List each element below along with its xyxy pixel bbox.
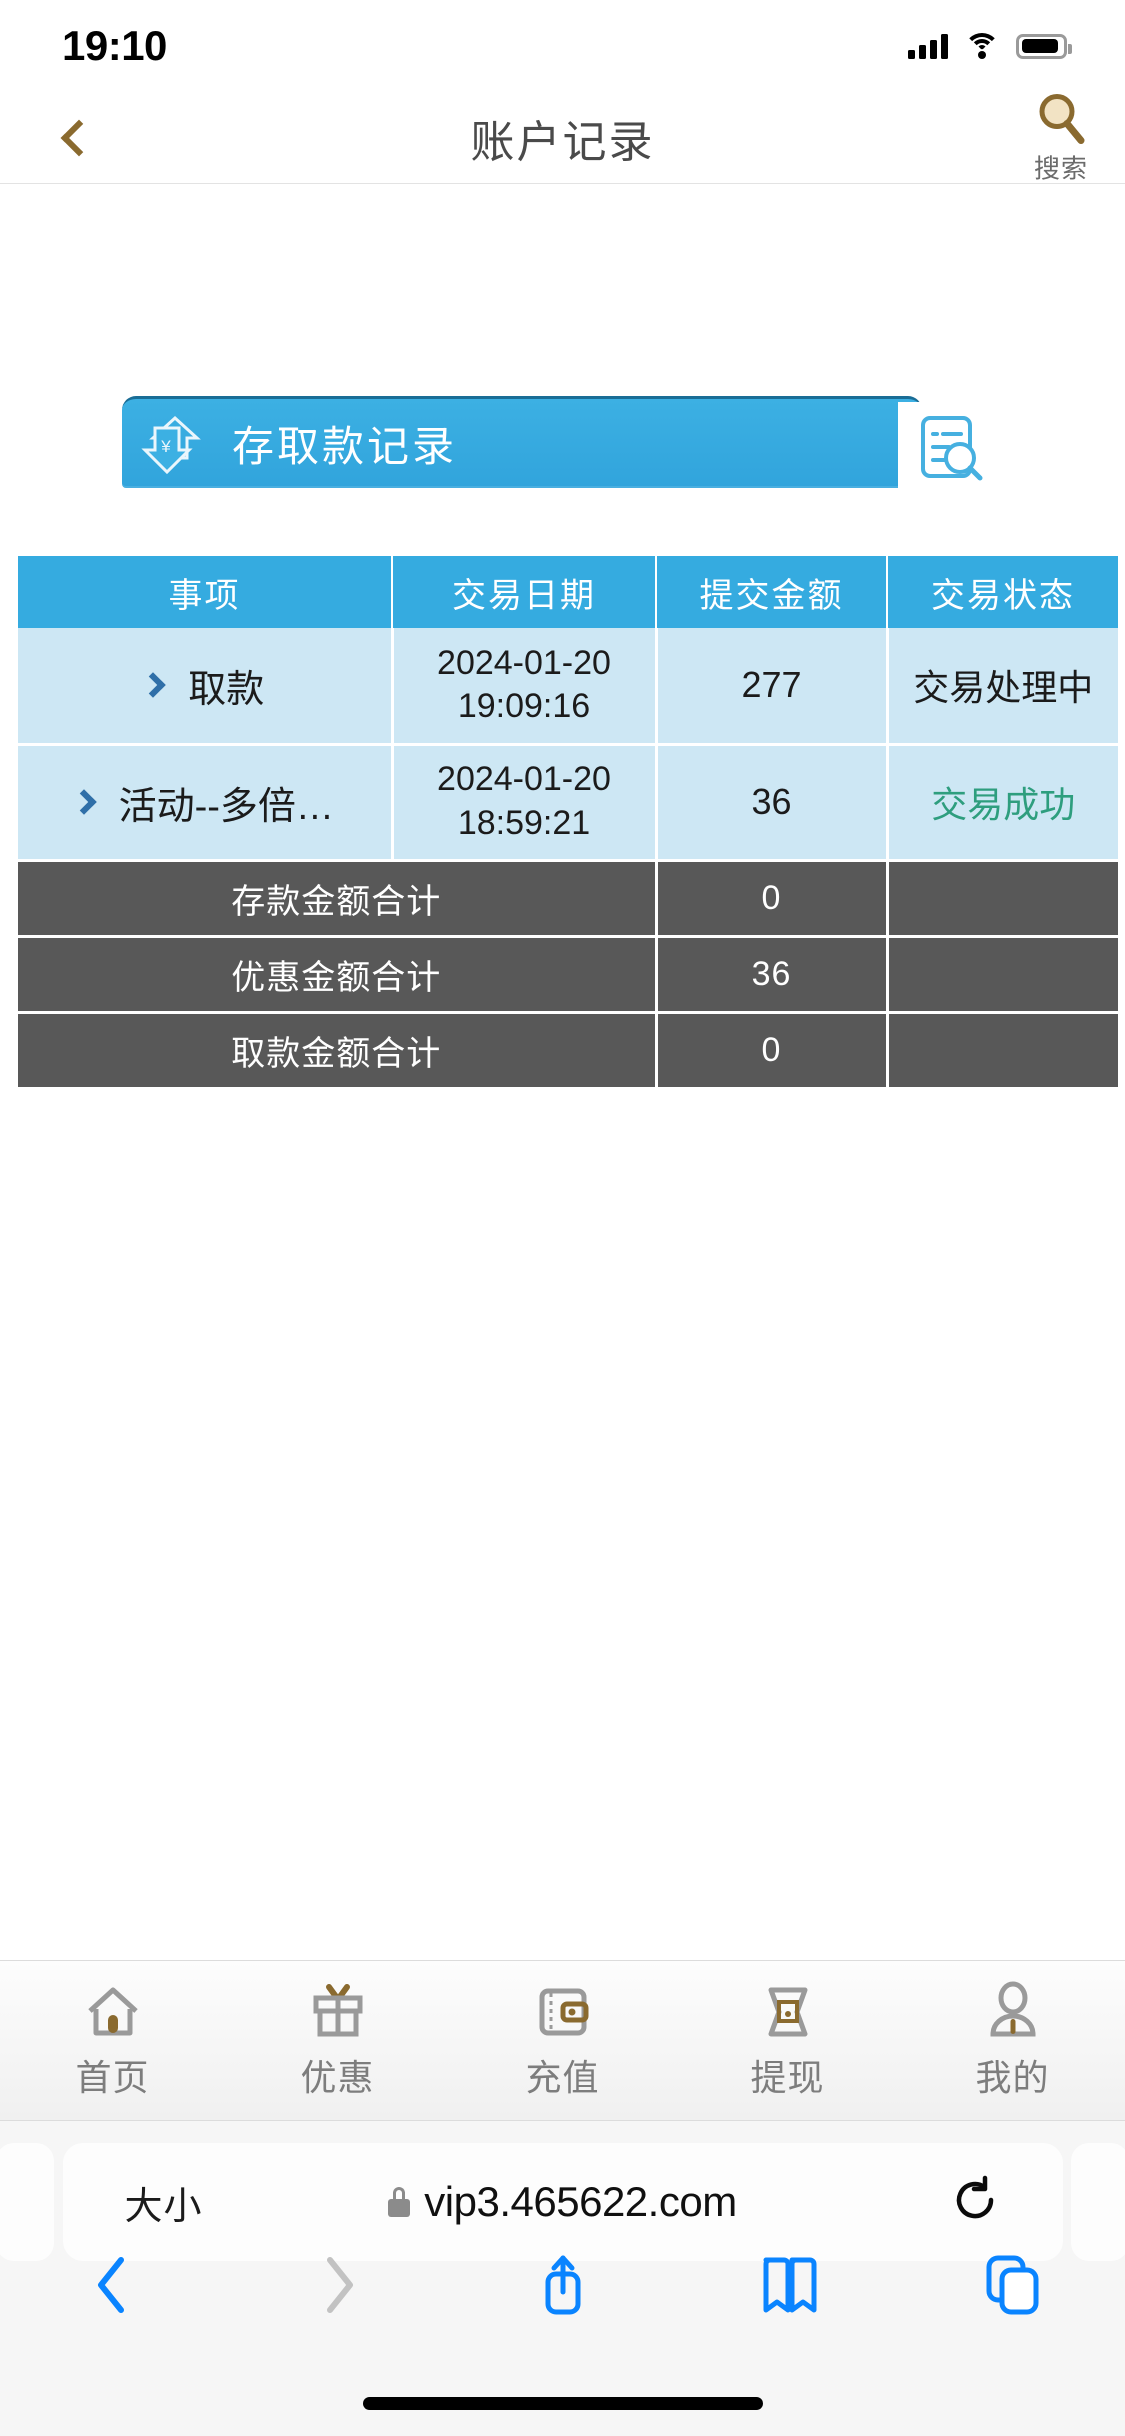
back-chevron-icon bbox=[97, 2257, 124, 2313]
share-icon bbox=[545, 2255, 580, 2315]
summary-amount: 36 bbox=[656, 936, 889, 1014]
wallet-icon bbox=[539, 1988, 588, 2035]
browser-back-button[interactable] bbox=[0, 2254, 225, 2316]
table-head: 事项 交易日期 提交金额 交易状态 bbox=[18, 556, 1118, 628]
tab-profile-label: 我的 bbox=[975, 2056, 1050, 2098]
row-amount: 36 bbox=[656, 744, 889, 862]
column-header-item: 事项 bbox=[18, 556, 393, 628]
row-date: 2024-01-20 bbox=[437, 643, 611, 682]
summary-blank bbox=[887, 860, 1118, 938]
row-date-cell: 2024-01-20 18:59:21 bbox=[392, 744, 658, 862]
row-date: 2024-01-20 bbox=[437, 760, 611, 799]
address-bar[interactable]: 大小 vip3.465622.com bbox=[62, 2143, 1063, 2261]
cellular-signal-icon bbox=[908, 33, 948, 59]
summary-row: 优惠金额合计 36 bbox=[18, 936, 1118, 1014]
summary-label: 存款金额合计 bbox=[18, 860, 658, 938]
summary-row: 存款金额合计 0 bbox=[18, 860, 1118, 938]
text-size-button[interactable]: 大小 bbox=[124, 2185, 203, 2228]
table-row[interactable]: 取款 2024-01-20 19:09:16 277 交易处理中 bbox=[18, 628, 1118, 746]
tab-deposit-label: 充值 bbox=[525, 2056, 600, 2098]
record-banner-title: 存取款记录 bbox=[232, 423, 458, 470]
tab-withdraw[interactable]: 提现 bbox=[675, 1981, 900, 2101]
summary-amount: 0 bbox=[656, 860, 889, 938]
row-item-label: 取款 bbox=[188, 668, 265, 711]
search-button[interactable]: 搜索 bbox=[1033, 90, 1089, 185]
status-bar: 19:10 bbox=[0, 0, 1125, 92]
chevron-right-icon[interactable] bbox=[70, 789, 97, 815]
address-bar-url: vip3.465622.com bbox=[424, 2178, 737, 2225]
next-tab-edge[interactable] bbox=[1071, 2143, 1125, 2261]
lock-icon bbox=[388, 2187, 411, 2217]
wifi-icon bbox=[964, 33, 1000, 59]
address-bar-row: 大小 vip3.465622.com bbox=[0, 2143, 1125, 2261]
tab-home-label: 首页 bbox=[75, 2056, 150, 2098]
home-indicator bbox=[362, 2397, 763, 2410]
browser-toolbar bbox=[0, 2230, 1125, 2340]
app-header: 账户记录 搜索 bbox=[0, 92, 1125, 184]
bottom-tab-bar: 首页 优惠 充值 提现 bbox=[0, 1960, 1125, 2120]
tab-profile[interactable]: 我的 bbox=[900, 1981, 1125, 2101]
summary-amount: 0 bbox=[656, 1012, 889, 1090]
tab-withdraw-label: 提现 bbox=[750, 2056, 825, 2098]
row-status: 交易处理中 bbox=[887, 628, 1118, 746]
summary-row: 取款金额合计 0 bbox=[18, 1012, 1118, 1090]
row-status: 交易成功 bbox=[887, 744, 1118, 862]
row-time: 19:09:16 bbox=[457, 687, 591, 726]
row-item-label: 活动--多倍… bbox=[118, 785, 334, 828]
summary-blank bbox=[887, 936, 1118, 1014]
page-title: 账户记录 bbox=[470, 117, 655, 167]
address-bar-content[interactable]: vip3.465622.com bbox=[63, 2178, 1063, 2226]
reload-button[interactable] bbox=[949, 2174, 1001, 2231]
deposit-withdraw-arrows-icon: ¥ ¥ bbox=[135, 414, 209, 481]
battery-icon bbox=[1016, 33, 1072, 59]
gift-icon bbox=[313, 1983, 362, 2036]
status-bar-time: 19:10 bbox=[62, 22, 167, 69]
transactions-table: 事项 交易日期 提交金额 交易状态 取款 2024-01-20 19:09:16 bbox=[18, 556, 1118, 1090]
table-row[interactable]: 活动--多倍… 2024-01-20 18:59:21 36 交易成功 bbox=[18, 744, 1118, 862]
row-date-cell: 2024-01-20 19:09:16 bbox=[392, 628, 658, 746]
home-icon bbox=[87, 1987, 138, 2035]
person-icon bbox=[989, 1981, 1036, 2036]
record-search-button[interactable] bbox=[898, 402, 1004, 494]
browser-bookmarks-button[interactable] bbox=[675, 2254, 900, 2316]
svg-text:¥: ¥ bbox=[160, 437, 171, 456]
tab-promotions-label: 优惠 bbox=[300, 2056, 375, 2098]
tab-deposit[interactable]: 充值 bbox=[450, 1981, 675, 2101]
browser-tabs-button[interactable] bbox=[900, 2254, 1125, 2316]
magnifier-icon bbox=[1039, 93, 1085, 144]
column-header-date: 交易日期 bbox=[392, 556, 657, 628]
row-amount: 277 bbox=[656, 628, 889, 746]
record-banner-body[interactable]: 存取款记录 bbox=[122, 396, 922, 488]
document-search-icon bbox=[921, 416, 983, 481]
table-header-row: 事项 交易日期 提交金额 交易状态 bbox=[18, 556, 1118, 628]
summary-blank bbox=[887, 1012, 1118, 1090]
status-bar-icons bbox=[908, 33, 1072, 59]
previous-tab-edge[interactable] bbox=[0, 2143, 54, 2261]
row-time: 18:59:21 bbox=[457, 804, 591, 842]
browser-share-button[interactable] bbox=[450, 2252, 675, 2318]
tab-home[interactable]: 首页 bbox=[0, 1981, 225, 2101]
page-content: 存取款记录 ¥ ¥ 事项 交易 bbox=[0, 396, 1125, 1090]
search-button-label: 搜索 bbox=[1033, 153, 1088, 183]
column-header-status: 交易状态 bbox=[887, 556, 1118, 628]
forward-chevron-icon bbox=[326, 2257, 353, 2313]
reload-icon bbox=[956, 2175, 993, 2218]
browser-forward-button[interactable] bbox=[225, 2254, 450, 2316]
withdraw-icon bbox=[768, 1987, 807, 2036]
summary-label: 优惠金额合计 bbox=[18, 936, 658, 1014]
column-header-amount: 提交金额 bbox=[656, 556, 888, 628]
browser-chrome: 大小 vip3.465622.com bbox=[0, 2120, 1125, 2436]
row-item-cell[interactable]: 活动--多倍… bbox=[18, 744, 394, 862]
summary-label: 取款金额合计 bbox=[18, 1012, 658, 1090]
table-body: 取款 2024-01-20 19:09:16 277 交易处理中 活动--多倍… bbox=[18, 628, 1118, 1090]
tabs-icon bbox=[986, 2255, 1038, 2315]
record-banner[interactable]: 存取款记录 ¥ ¥ bbox=[0, 396, 1125, 494]
chevron-right-icon[interactable] bbox=[140, 672, 166, 698]
tab-promotions[interactable]: 优惠 bbox=[225, 1981, 450, 2101]
bookmarks-icon bbox=[763, 2257, 816, 2313]
row-item-cell[interactable]: 取款 bbox=[18, 628, 394, 746]
